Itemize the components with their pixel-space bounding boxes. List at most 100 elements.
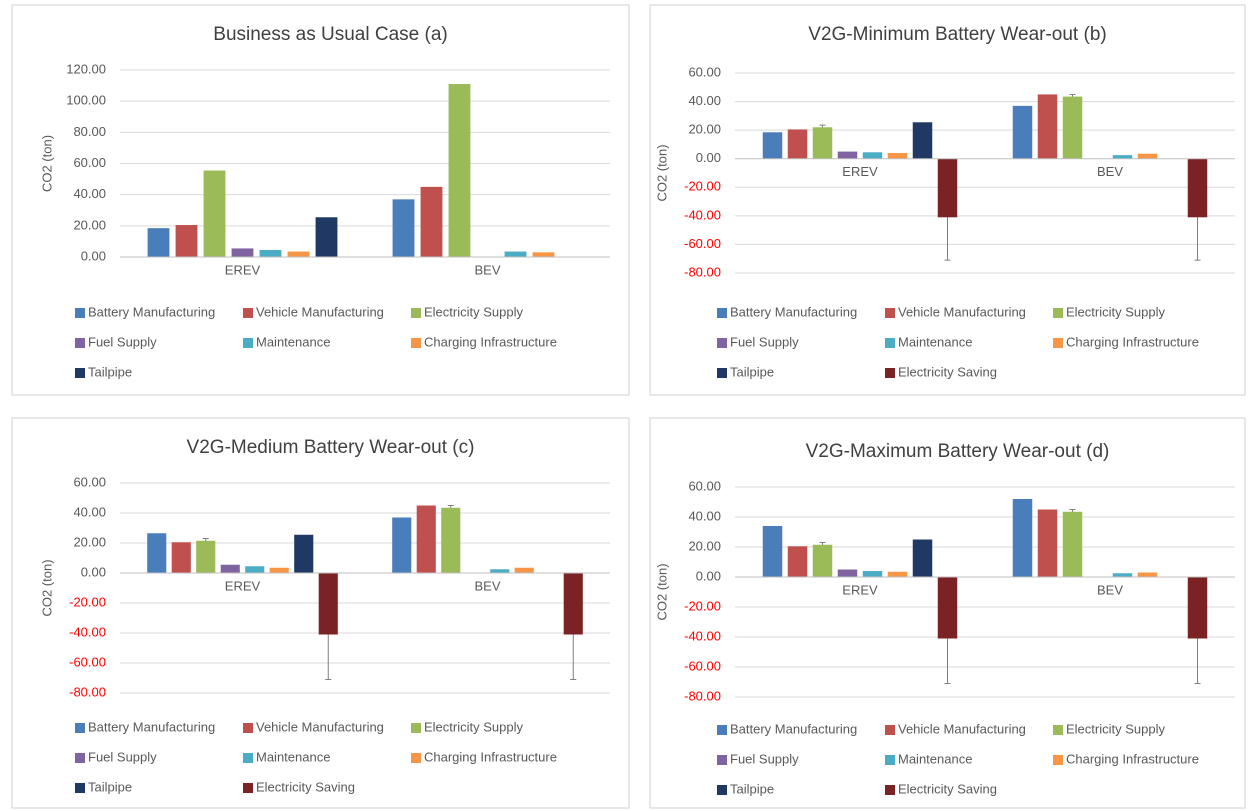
legend-label: Charging Infrastructure — [424, 334, 557, 349]
bar — [245, 566, 265, 573]
bar — [416, 505, 436, 573]
bar — [1187, 577, 1208, 639]
bar — [514, 567, 534, 573]
legend-label: Vehicle Manufacturing — [256, 719, 384, 734]
legend-label: Fuel Supply — [730, 334, 799, 349]
legend-swatch — [75, 783, 85, 793]
bar — [448, 84, 471, 258]
bar — [147, 533, 167, 573]
legend-label: Electricity Saving — [898, 364, 997, 379]
legend-swatch — [75, 368, 85, 378]
y-tick-label: 20.00 — [688, 122, 721, 137]
y-tick-label: 60.00 — [73, 474, 106, 489]
y-tick-label: -60.00 — [684, 658, 721, 673]
legend-label: Fuel Supply — [730, 751, 799, 766]
legend-swatch — [717, 785, 727, 795]
legend-swatch — [717, 338, 727, 348]
legend-label: Tailpipe — [730, 364, 774, 379]
bar — [1062, 96, 1083, 159]
chart-title: V2G-Maximum Battery Wear-out (d) — [806, 441, 1110, 462]
bar — [1037, 509, 1058, 577]
legend-label: Battery Manufacturing — [88, 719, 215, 734]
legend-label: Fuel Supply — [88, 334, 157, 349]
legend-label: Maintenance — [898, 751, 972, 766]
bar — [259, 249, 282, 257]
y-tick-label: -60.00 — [69, 654, 106, 669]
bar — [1137, 153, 1158, 159]
legend-swatch — [717, 308, 727, 318]
legend-label: Charging Infrastructure — [1066, 334, 1199, 349]
legend-swatch — [717, 755, 727, 765]
legend-swatch — [717, 368, 727, 378]
legend-swatch — [1053, 755, 1063, 765]
bar — [203, 170, 226, 257]
bar — [762, 526, 783, 577]
bar — [937, 577, 958, 639]
legend-label: Electricity Supply — [424, 304, 523, 319]
y-tick-label: 0.00 — [81, 248, 106, 263]
bar — [231, 248, 254, 257]
y-tick-label: -40.00 — [684, 207, 721, 222]
legend-swatch — [1053, 725, 1063, 735]
bar — [837, 151, 858, 159]
bar — [787, 129, 808, 159]
y-tick-label: -80.00 — [684, 264, 721, 279]
bar — [318, 573, 338, 635]
bar — [392, 199, 415, 257]
bar — [1112, 155, 1133, 159]
bar — [441, 507, 461, 573]
legend-label: Vehicle Manufacturing — [256, 304, 384, 319]
bar — [287, 251, 310, 257]
legend-label: Maintenance — [256, 334, 330, 349]
legend-label: Electricity Supply — [424, 719, 523, 734]
legend-label: Electricity Saving — [256, 779, 355, 794]
y-axis-label: CO2 (ton) — [654, 563, 669, 620]
bar — [504, 251, 527, 257]
legend-label: Tailpipe — [730, 781, 774, 796]
y-tick-label: 80.00 — [73, 124, 106, 139]
y-tick-label: 0.00 — [696, 568, 721, 583]
bar — [315, 217, 338, 257]
legend-swatch — [75, 338, 85, 348]
x-tick-label: BEV — [1097, 582, 1123, 597]
y-tick-label: -20.00 — [69, 594, 106, 609]
legend-swatch — [885, 755, 895, 765]
legend-label: Electricity Saving — [898, 781, 997, 796]
bar — [147, 228, 170, 257]
y-tick-label: -60.00 — [684, 236, 721, 251]
y-tick-label: -80.00 — [69, 684, 106, 699]
bar — [762, 132, 783, 159]
x-tick-label: BEV — [474, 578, 500, 593]
bar — [563, 573, 583, 635]
legend-swatch — [75, 753, 85, 763]
legend-swatch — [717, 725, 727, 735]
legend-label: Vehicle Manufacturing — [898, 304, 1026, 319]
x-tick-label: EREV — [842, 164, 878, 179]
legend-swatch — [885, 725, 895, 735]
chart-title: V2G-Minimum Battery Wear-out (b) — [808, 24, 1106, 45]
bar — [196, 540, 216, 573]
y-tick-label: 20.00 — [73, 534, 106, 549]
legend-swatch — [243, 723, 253, 733]
legend-swatch — [243, 753, 253, 763]
y-tick-label: 0.00 — [81, 564, 106, 579]
legend-swatch — [411, 723, 421, 733]
y-tick-label: 40.00 — [688, 508, 721, 523]
legend-swatch — [243, 783, 253, 793]
bar — [1112, 573, 1133, 577]
bar — [490, 569, 510, 573]
bar — [862, 152, 883, 159]
y-tick-label: -20.00 — [684, 598, 721, 613]
bar — [912, 539, 933, 577]
bar — [787, 546, 808, 577]
y-tick-label: 20.00 — [73, 217, 106, 232]
legend-label: Electricity Supply — [1066, 304, 1165, 319]
x-tick-label: BEV — [1097, 164, 1123, 179]
legend-swatch — [885, 368, 895, 378]
legend-swatch — [411, 753, 421, 763]
bar — [1137, 572, 1158, 577]
bar — [1187, 158, 1208, 218]
y-tick-label: 120.00 — [66, 61, 106, 76]
legend-swatch — [243, 308, 253, 318]
